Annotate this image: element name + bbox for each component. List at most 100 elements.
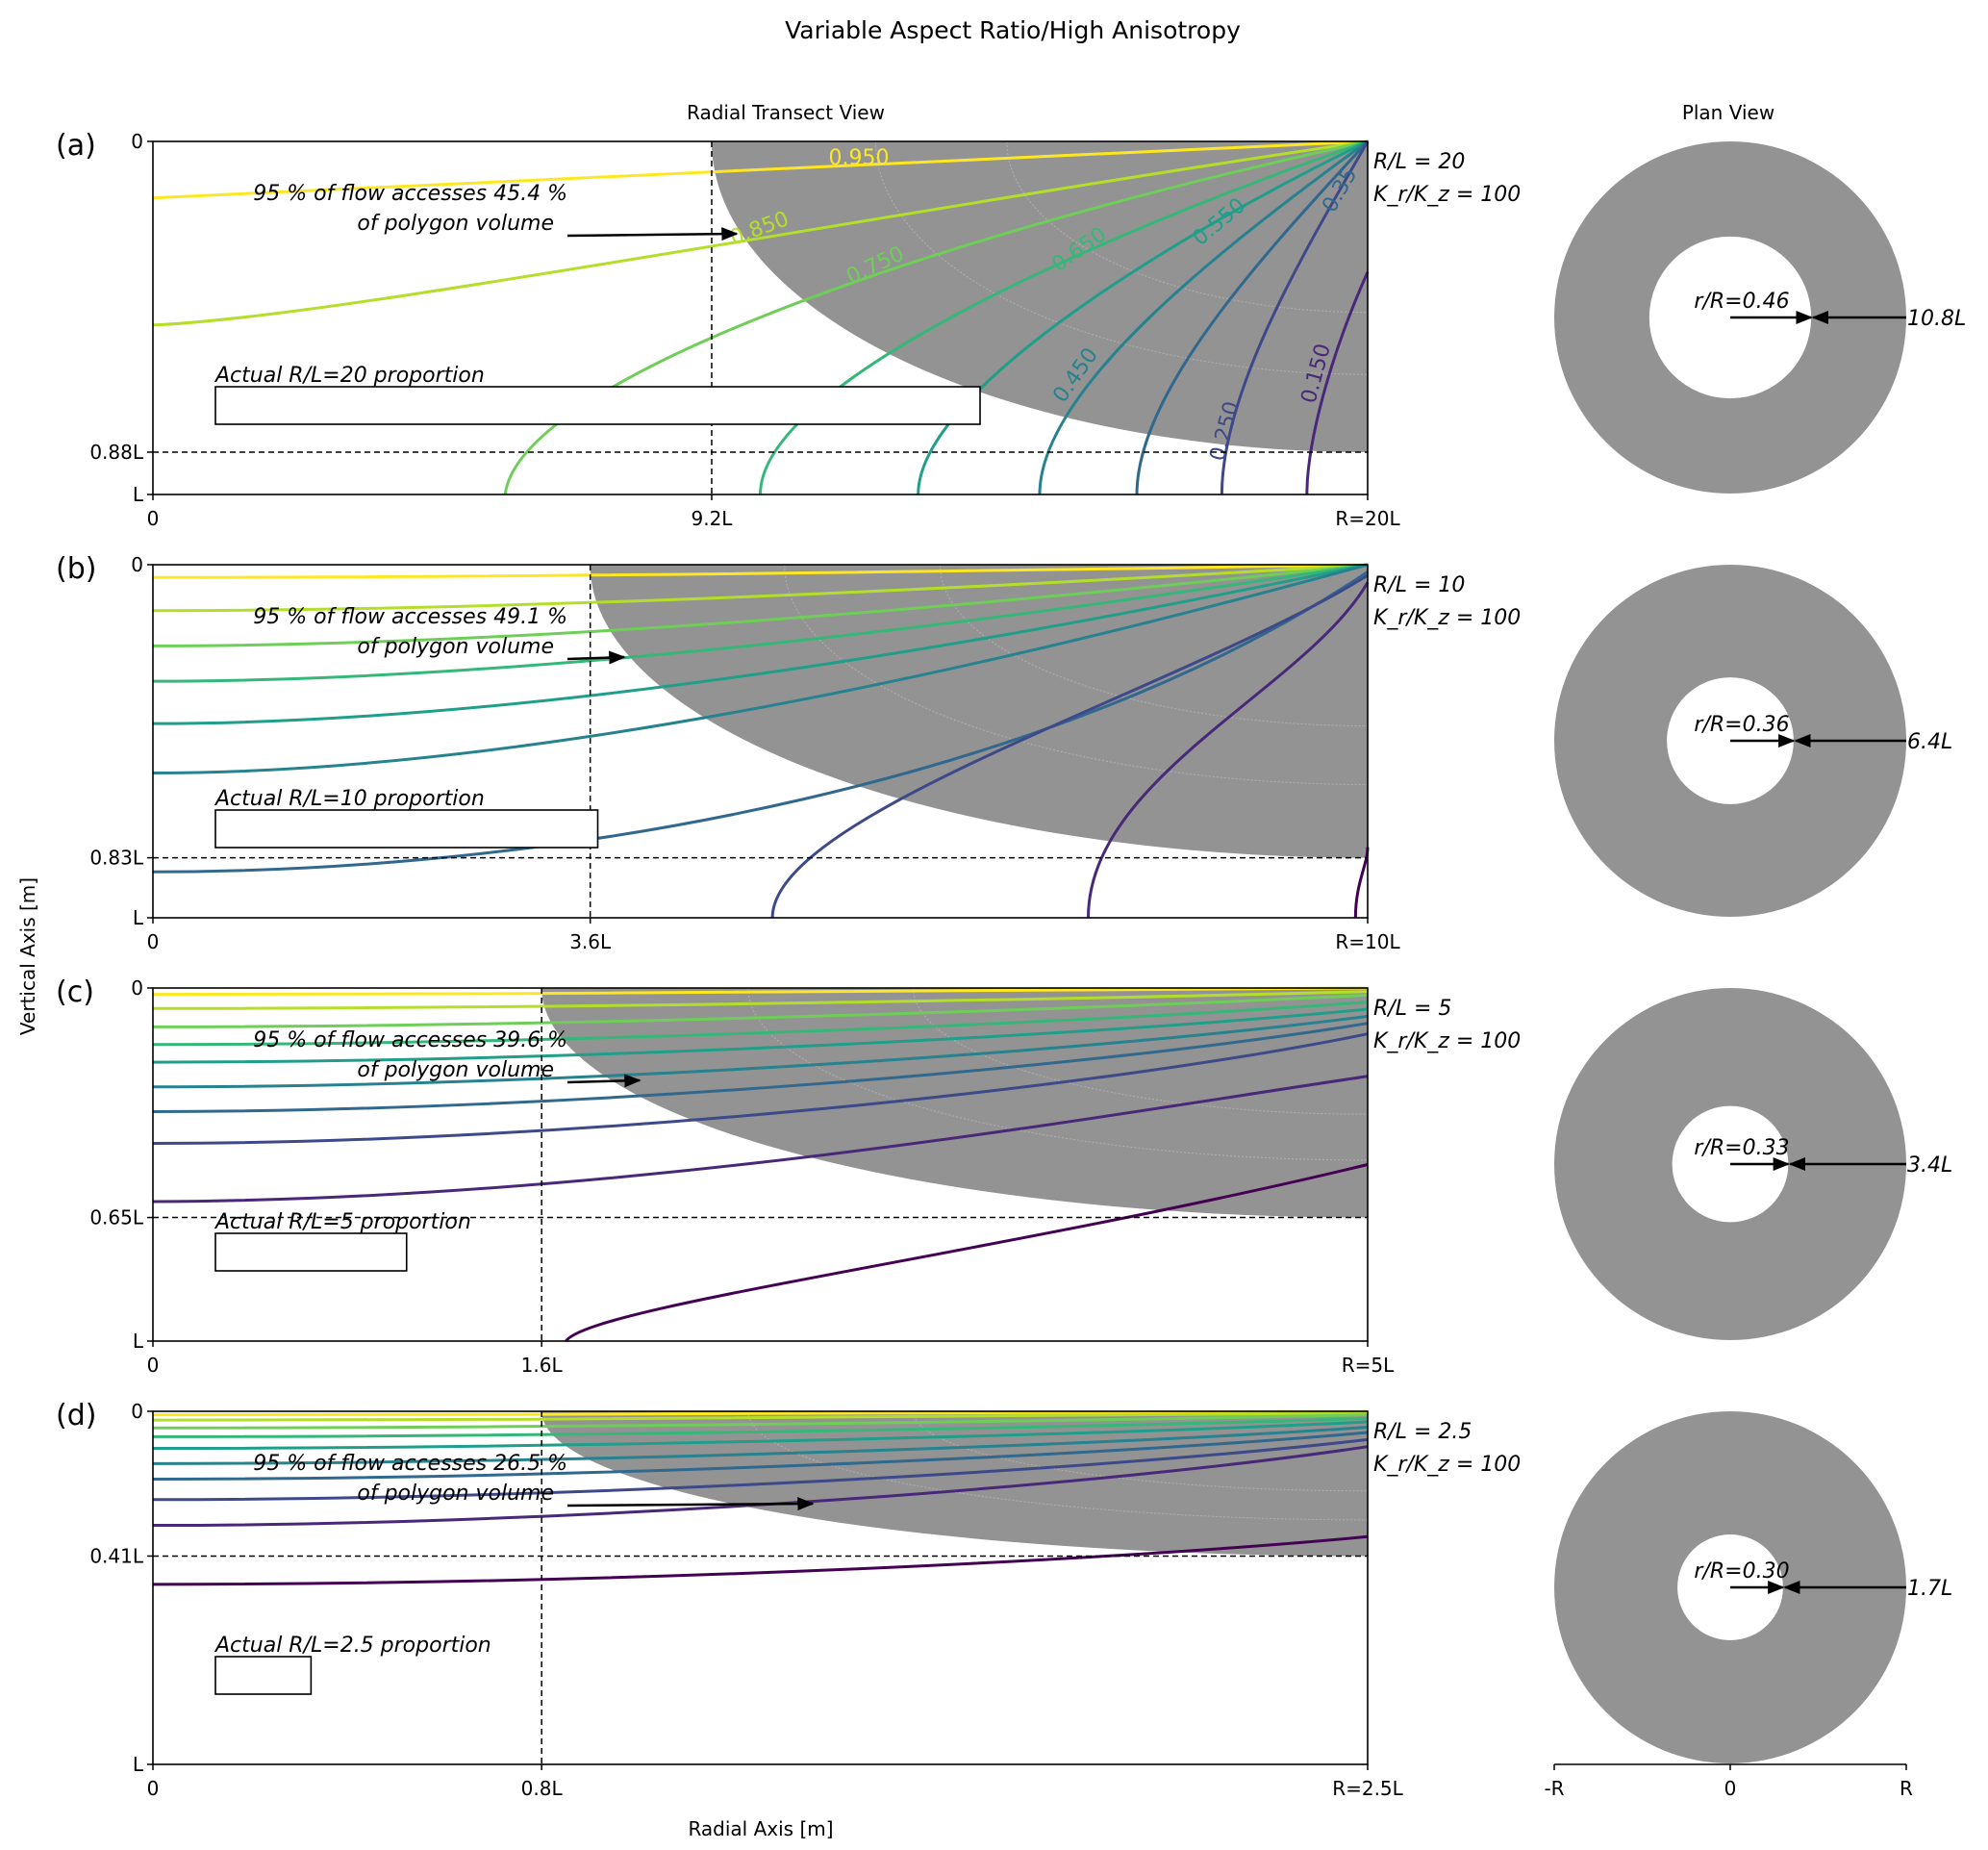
x-tick-label: 0 bbox=[147, 930, 160, 953]
x-tick-label: 0.8L bbox=[521, 1777, 564, 1800]
contour-line-0.25 bbox=[1220, 140, 1370, 495]
aspect-ratio-label: R/L = 5 bbox=[1373, 997, 1451, 1021]
proportion-box bbox=[214, 386, 981, 425]
y-tick-label: L bbox=[133, 1753, 144, 1776]
anisotropy-label: K_r/K_z = 100 bbox=[1373, 183, 1521, 207]
flow-annotation-line2: of polygon volume bbox=[357, 1482, 554, 1506]
contour-line-0.85 bbox=[152, 990, 1369, 1010]
contour-line-0.55 bbox=[152, 563, 1369, 725]
panel-d: 0 0.41L L 0 0.8L R=2.5L (d) R/L = 2.5 K_r/K_z = … bbox=[56, 1399, 1952, 1800]
contour-line-0.95 bbox=[152, 139, 1369, 200]
axes-frame bbox=[152, 564, 1369, 919]
transect-title: Radial Transect View bbox=[687, 101, 885, 124]
y-axis-label: Vertical Axis [m] bbox=[16, 877, 39, 1035]
x-tick-label: 0 bbox=[147, 1354, 160, 1377]
grid-arc bbox=[939, 564, 1369, 727]
plan-annulus bbox=[1554, 565, 1906, 917]
shaded-region bbox=[541, 988, 1368, 1218]
shaded-region bbox=[590, 565, 1368, 858]
contour-line-0.25 bbox=[152, 1032, 1369, 1145]
inner-radius-label: r/R=0.30 bbox=[1694, 1559, 1789, 1584]
proportion-label: Actual R/L=5 proportion bbox=[214, 1210, 471, 1234]
anisotropy-label: K_r/K_z = 100 bbox=[1373, 1453, 1521, 1477]
distance-label: 10.8L bbox=[1907, 307, 1966, 331]
contour-line-0.85 bbox=[152, 139, 1369, 327]
contour-line-0.25 bbox=[152, 1437, 1369, 1502]
annotation-arrow bbox=[566, 650, 626, 665]
grid-arc bbox=[747, 987, 1369, 1161]
grid-arc bbox=[1006, 140, 1369, 314]
contour-line-0.05 bbox=[152, 1534, 1369, 1586]
x-tick-label: 9.2L bbox=[692, 507, 734, 530]
x-tick-label: R=10L bbox=[1335, 930, 1400, 953]
plan-annulus bbox=[1554, 988, 1906, 1340]
figure-title: Variable Aspect Ratio/High Anisotropy bbox=[785, 16, 1241, 44]
flow-annotation-line2: of polygon volume bbox=[357, 635, 554, 659]
distance-label: 3.4L bbox=[1907, 1153, 1952, 1178]
annotation-arrow bbox=[566, 1497, 815, 1511]
proportion-box bbox=[214, 809, 599, 849]
contour-line-0.05 bbox=[565, 1163, 1369, 1342]
proportion-box bbox=[214, 1232, 408, 1272]
contour-line-0.65 bbox=[152, 1416, 1369, 1438]
contour-line-0.15 bbox=[152, 1445, 1369, 1528]
x-tick-label: R=2.5L bbox=[1332, 1777, 1403, 1800]
y-tick-label: 0.41L bbox=[89, 1544, 144, 1567]
annotation-arrow bbox=[566, 227, 739, 241]
contour-line-0.55 bbox=[917, 139, 1369, 495]
contour-line-0.45 bbox=[152, 1426, 1369, 1465]
contour-line-0.75 bbox=[152, 993, 1369, 1028]
plan-x-tick-label: 0 bbox=[1724, 1777, 1737, 1800]
contour-line-0.15 bbox=[152, 1075, 1369, 1204]
contour-line-0.55 bbox=[152, 1420, 1369, 1451]
plan-annulus bbox=[1554, 1411, 1906, 1763]
panel-letter: (d) bbox=[56, 1399, 96, 1432]
contour-line-0.75 bbox=[503, 139, 1369, 495]
annotation-arrow bbox=[566, 1074, 642, 1088]
y-tick-label: 0 bbox=[131, 1400, 143, 1423]
y-tick-label: 0.65L bbox=[89, 1206, 144, 1229]
axes-frame bbox=[152, 140, 1369, 495]
proportion-label: Actual R/L=10 proportion bbox=[214, 787, 485, 811]
contour-line-0.25 bbox=[770, 573, 1369, 919]
flow-annotation-line1: 95 % of flow accesses 49.1 % bbox=[253, 605, 567, 629]
x-tick-label: R=20L bbox=[1335, 507, 1400, 530]
y-tick-label: L bbox=[133, 1330, 144, 1353]
axes-frame bbox=[152, 987, 1369, 1342]
y-tick-label: L bbox=[133, 483, 144, 506]
x-tick-label: 1.6L bbox=[521, 1354, 564, 1377]
contour-line-0.65 bbox=[759, 139, 1369, 495]
contour-line-0.85 bbox=[152, 1411, 1369, 1422]
flow-annotation-line1: 95 % of flow accesses 39.6 % bbox=[253, 1028, 567, 1052]
contour-line-0.75 bbox=[152, 1413, 1369, 1430]
flow-annotation-line1: 95 % of flow accesses 26.5 % bbox=[253, 1452, 567, 1476]
x-axis-label: Radial Axis [m] bbox=[688, 1817, 833, 1840]
y-tick-label: 0 bbox=[131, 130, 143, 153]
aspect-ratio-label: R/L = 20 bbox=[1373, 150, 1465, 174]
y-tick-label: 0 bbox=[131, 553, 143, 576]
contour-line-0.35 bbox=[152, 1022, 1369, 1113]
y-tick-label: 0 bbox=[131, 976, 143, 1000]
contour-line-0.15 bbox=[1087, 581, 1370, 919]
y-tick-label: 0.83L bbox=[89, 847, 144, 870]
x-tick-label: 3.6L bbox=[569, 930, 612, 953]
contour-line-0.35 bbox=[152, 1431, 1369, 1481]
flow-annotation-line2: of polygon volume bbox=[357, 212, 554, 236]
grid-arc bbox=[913, 987, 1369, 1115]
contour-line-0.45 bbox=[152, 563, 1369, 775]
aspect-ratio-label: R/L = 2.5 bbox=[1373, 1420, 1472, 1444]
contour-line-0.55 bbox=[152, 1007, 1369, 1064]
distance-label: 1.7L bbox=[1907, 1577, 1952, 1601]
contour-line-0.15 bbox=[1305, 271, 1370, 495]
plan-x-tick-label: -R bbox=[1544, 1777, 1564, 1800]
plan-annulus bbox=[1554, 141, 1906, 494]
proportion-label: Actual R/L=2.5 proportion bbox=[214, 1634, 491, 1658]
contour-line-0.95 bbox=[152, 563, 1369, 579]
contour-line-0.75 bbox=[152, 563, 1369, 647]
inner-radius-label: r/R=0.36 bbox=[1694, 713, 1789, 737]
aspect-ratio-label: R/L = 10 bbox=[1373, 573, 1465, 597]
proportion-box bbox=[214, 1656, 313, 1695]
grid-arc bbox=[747, 1410, 1369, 1521]
